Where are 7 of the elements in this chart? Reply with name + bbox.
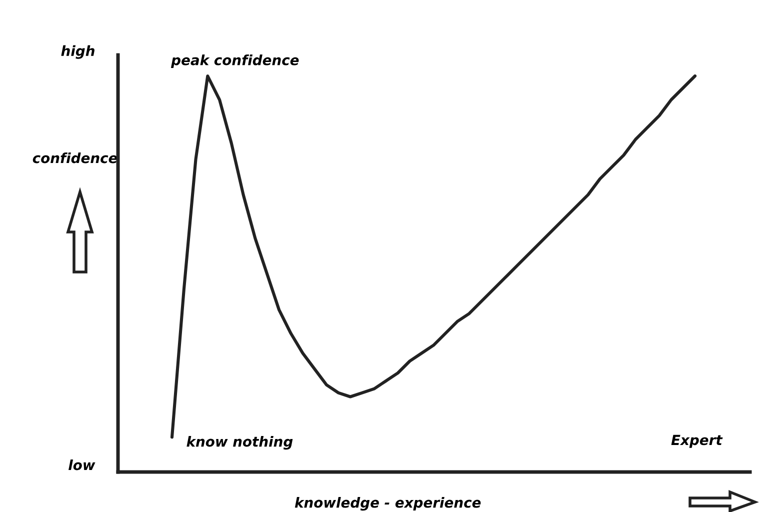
text: low (68, 459, 96, 470)
annotation: know nothing (186, 436, 293, 450)
text: peak confidence (170, 54, 299, 68)
annotation: Expert (671, 434, 723, 448)
x-axis-title: knowledge - experience (294, 497, 481, 511)
y-axis-title: confidence (32, 152, 118, 164)
text: high (61, 45, 94, 59)
